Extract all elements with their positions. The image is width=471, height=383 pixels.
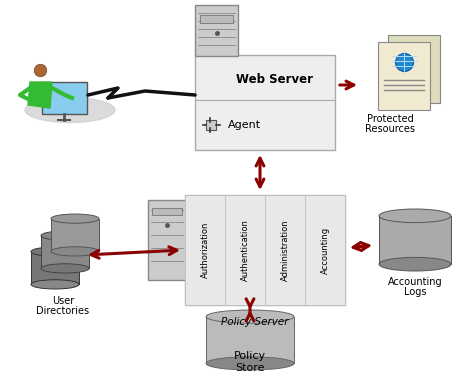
Text: Accounting: Accounting	[388, 277, 442, 287]
Text: Resources: Resources	[365, 124, 415, 134]
Text: Protected: Protected	[366, 114, 414, 124]
Ellipse shape	[51, 247, 99, 256]
FancyBboxPatch shape	[42, 82, 87, 114]
Text: Authorization: Authorization	[201, 222, 210, 278]
Ellipse shape	[41, 264, 89, 273]
FancyBboxPatch shape	[378, 42, 430, 110]
Bar	[31, 252, 79, 285]
Bar	[51, 219, 99, 251]
FancyBboxPatch shape	[388, 35, 440, 103]
FancyBboxPatch shape	[200, 15, 233, 23]
FancyBboxPatch shape	[185, 195, 345, 305]
Ellipse shape	[206, 310, 294, 323]
FancyBboxPatch shape	[195, 55, 335, 150]
FancyBboxPatch shape	[265, 195, 305, 305]
Text: Accounting: Accounting	[320, 226, 330, 273]
Text: Administration: Administration	[281, 219, 290, 281]
Text: Directories: Directories	[36, 306, 89, 316]
Ellipse shape	[379, 257, 451, 271]
Text: User: User	[52, 296, 74, 306]
Ellipse shape	[206, 357, 294, 370]
FancyBboxPatch shape	[152, 208, 182, 215]
Text: Logs: Logs	[404, 287, 426, 297]
FancyBboxPatch shape	[148, 200, 186, 280]
Text: Policy: Policy	[234, 351, 266, 361]
Text: Agent: Agent	[228, 120, 261, 130]
FancyBboxPatch shape	[305, 195, 345, 305]
FancyBboxPatch shape	[225, 195, 265, 305]
Bar	[41, 236, 89, 268]
Text: Authentication: Authentication	[241, 219, 250, 281]
Text: Store: Store	[235, 363, 265, 373]
Bar	[379, 216, 451, 264]
Ellipse shape	[31, 280, 79, 289]
Ellipse shape	[31, 247, 79, 256]
Text: Policy Server: Policy Server	[221, 317, 289, 327]
Polygon shape	[28, 82, 52, 108]
Ellipse shape	[51, 214, 99, 223]
Text: Web Server: Web Server	[236, 73, 314, 86]
Ellipse shape	[379, 209, 451, 223]
Ellipse shape	[41, 231, 89, 240]
Bar	[206, 317, 294, 363]
FancyBboxPatch shape	[195, 5, 238, 56]
FancyBboxPatch shape	[185, 195, 225, 305]
FancyBboxPatch shape	[206, 120, 216, 130]
Ellipse shape	[25, 98, 115, 123]
